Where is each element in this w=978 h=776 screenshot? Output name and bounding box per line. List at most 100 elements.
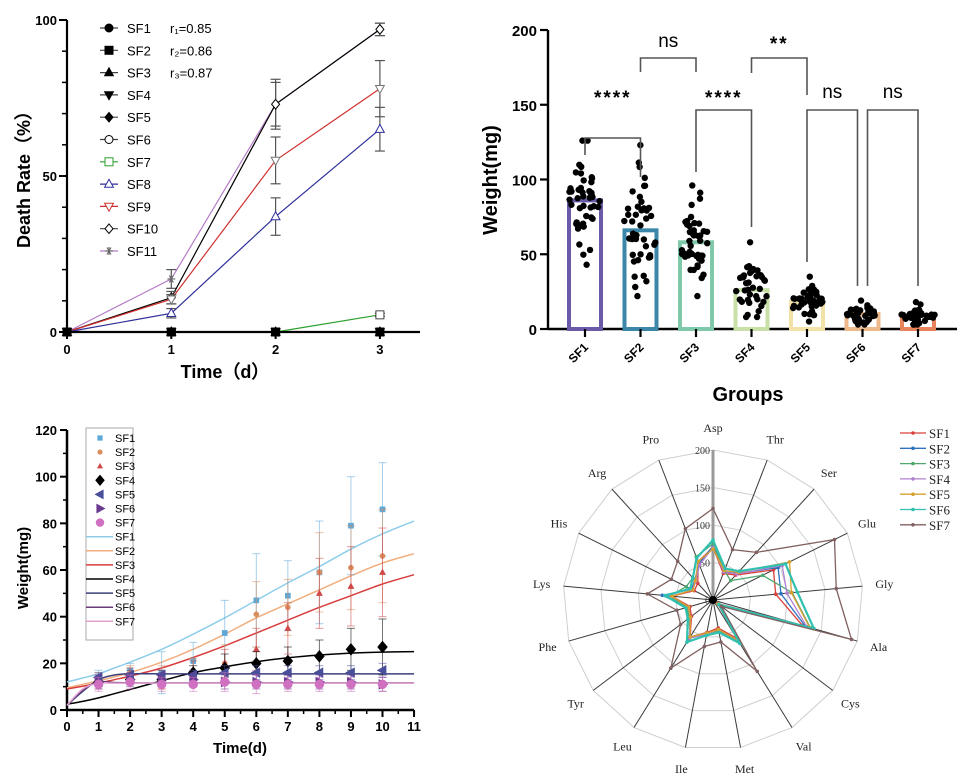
- series-sf1: [62, 327, 385, 337]
- bar-group-sf1: SF1: [566, 137, 603, 366]
- x-tick-label: SF1: [566, 340, 592, 366]
- data-point-marker: [315, 589, 323, 596]
- axis-label-arg: Arg: [588, 466, 606, 480]
- legend-marker: [103, 202, 115, 213]
- data-point-marker: [378, 568, 387, 575]
- significance-label: ns: [658, 31, 678, 52]
- group-weight-chart: Weight(mg) Groups 0 50 100 150 200 SF1 SF2 SF3 S…: [480, 23, 957, 406]
- legend-label: SF9: [127, 199, 151, 214]
- significance-bracket: ****: [584, 88, 642, 177]
- x-tick-label: 10: [375, 719, 389, 734]
- data-point: [580, 251, 587, 258]
- axis-label-ala: Ala: [870, 640, 888, 654]
- x-tick-label: 0: [63, 719, 70, 734]
- data-point: [862, 312, 869, 320]
- radar-point: [670, 594, 674, 598]
- data-point: [795, 304, 803, 311]
- legend-item-sf8: SF8: [100, 177, 151, 192]
- legend-item-curve-sf7: SF7: [86, 616, 135, 628]
- legend-marker: [104, 157, 114, 167]
- significance-bracket: **: [750, 34, 808, 95]
- y-tick-label: 40: [43, 610, 57, 625]
- data-point-marker: [167, 274, 176, 283]
- axis-spoke: [563, 585, 714, 601]
- data-point: [576, 204, 584, 212]
- r-tick-label: 0: [705, 596, 710, 607]
- radar-point: [760, 573, 765, 578]
- legend-label: SF5: [127, 110, 151, 125]
- radar-point: [660, 593, 665, 598]
- data-point: [695, 220, 703, 227]
- data-point: [854, 309, 862, 317]
- radar-point: [688, 586, 692, 591]
- data-point: [738, 274, 745, 281]
- data-point-marker: [251, 679, 262, 690]
- data-point: [917, 301, 924, 308]
- x-tick-label: 11: [407, 719, 421, 734]
- axis-label-met: Met: [735, 762, 755, 776]
- legend-label: SF1: [115, 433, 135, 445]
- y-tick-label: 60: [43, 563, 57, 578]
- legend-item-marker-sf5: SF5: [94, 489, 135, 501]
- axis-label-leu: Leu: [613, 739, 632, 753]
- data-point-marker: [250, 667, 261, 679]
- data-point: [805, 318, 813, 325]
- data-point: [643, 278, 650, 285]
- data-point-marker: [166, 307, 177, 317]
- legend-label: SF6: [115, 504, 135, 516]
- radar-polygon: [645, 507, 853, 672]
- scatter-series-sf7: [93, 672, 388, 695]
- bracket-line: [750, 57, 808, 95]
- data-point-marker: [220, 677, 230, 687]
- legend-label: SF5: [115, 588, 135, 600]
- data-point: [596, 197, 603, 205]
- legend-item-sf6: SF6: [100, 133, 151, 148]
- data-point: [914, 316, 922, 323]
- legend-marker: [97, 449, 103, 455]
- data-point: [576, 241, 583, 248]
- legend-item-sf3: SF3: [900, 457, 950, 472]
- data-point: [698, 257, 705, 264]
- data-point: [629, 235, 636, 243]
- data-point: [621, 217, 628, 225]
- y-tick-label: 200: [512, 23, 537, 40]
- axis-spoke: [684, 599, 714, 748]
- radar-point: [697, 563, 702, 567]
- data-point-marker: [345, 642, 357, 656]
- data-point-marker: [314, 649, 325, 663]
- data-point: [763, 293, 770, 300]
- scatter-series-sf6: [94, 672, 389, 692]
- data-point: [806, 298, 814, 306]
- data-point: [575, 186, 582, 193]
- legend-marker: [911, 461, 915, 466]
- grid-ring: [675, 561, 751, 638]
- radar-series-sf6: [662, 537, 816, 647]
- series-sf9: [61, 59, 386, 338]
- x-tick-label: 1: [95, 719, 102, 734]
- data-point: [760, 298, 767, 306]
- axis-label-ile: Ile: [675, 762, 688, 776]
- radar-point: [779, 591, 783, 596]
- correlation-annotation: r₂=0.86: [170, 43, 212, 58]
- x-tick-label: SF6: [843, 340, 869, 366]
- legend-item-sf1: SF1: [900, 426, 950, 441]
- y-axis-title: Weight(mg): [15, 527, 32, 609]
- radar-point: [691, 588, 695, 592]
- x-tick-label: 7: [284, 719, 291, 734]
- data-point: [624, 205, 632, 212]
- x-tick-label: 2: [272, 342, 279, 357]
- legend-marker: [105, 247, 113, 255]
- amino-acid-radar-chart: Asp Thr Ser Glu Gly Ala Cys Val Met Ile Leu Tyr Phe L…: [533, 421, 950, 776]
- data-point: [696, 195, 704, 202]
- data-point: [573, 219, 580, 226]
- radar-point: [832, 537, 837, 542]
- axis-label-cys: Cys: [841, 697, 860, 711]
- legend-label: SF1: [127, 21, 151, 36]
- data-point-marker: [188, 679, 198, 690]
- y-tick-label: 100: [512, 173, 537, 190]
- x-tick-label: 3: [376, 342, 383, 357]
- r-tick-label: 50: [700, 559, 710, 570]
- data-point: [700, 227, 707, 235]
- data-point: [903, 314, 910, 321]
